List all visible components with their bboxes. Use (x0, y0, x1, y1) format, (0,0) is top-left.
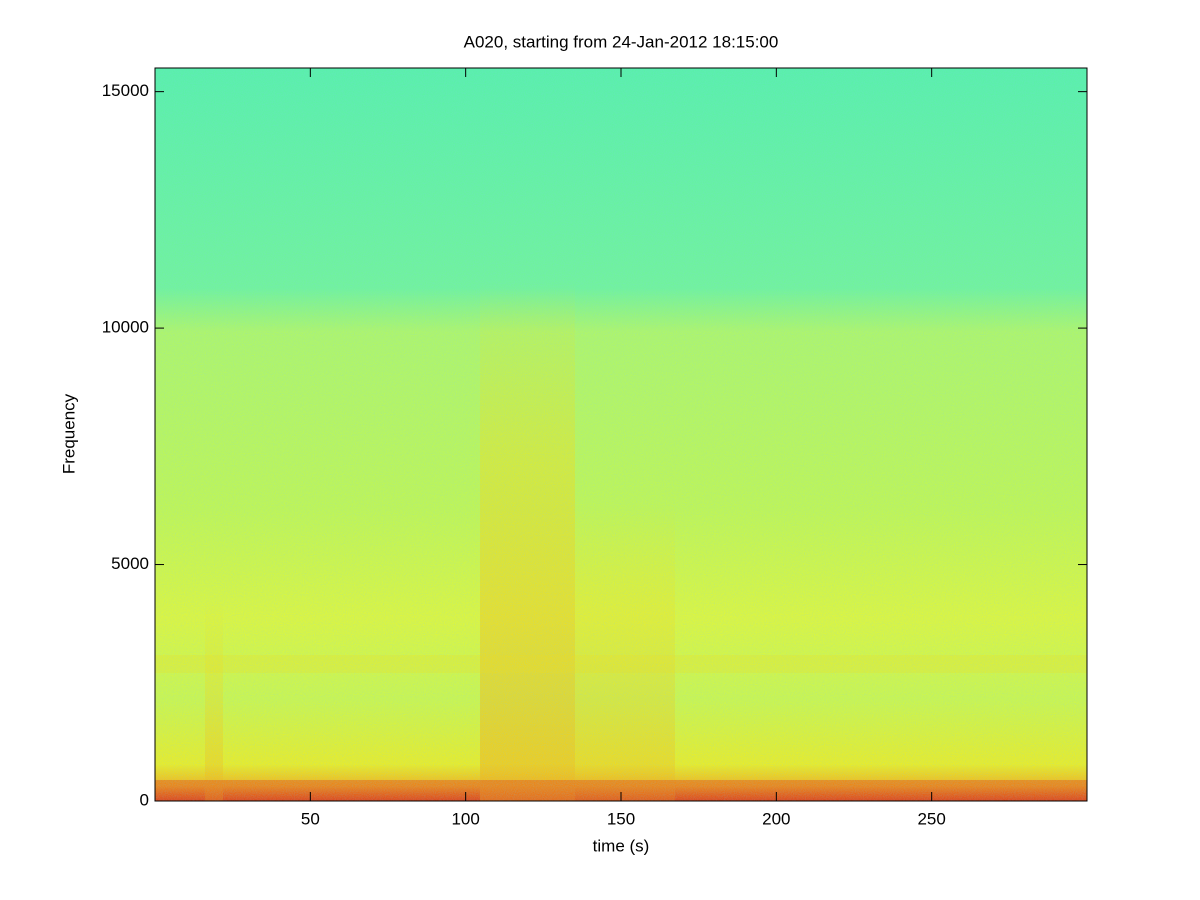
y-axis-label: Frequency (59, 393, 78, 474)
x-tick-label: 50 (301, 809, 320, 828)
x-tick-label: 250 (917, 809, 945, 828)
y-tick-label: 15000 (102, 81, 149, 100)
x-tick-label: 100 (451, 809, 479, 828)
spectrogram-image (155, 68, 1087, 801)
y-tick-label: 0 (140, 790, 149, 809)
x-tick-label: 200 (762, 809, 790, 828)
chart-title: A020, starting from 24-Jan-2012 18:15:00 (464, 32, 779, 51)
x-axis-label: time (s) (593, 836, 650, 855)
y-tick-label: 5000 (111, 554, 149, 573)
y-tick-label: 10000 (102, 318, 149, 337)
x-tick-label: 150 (607, 809, 635, 828)
